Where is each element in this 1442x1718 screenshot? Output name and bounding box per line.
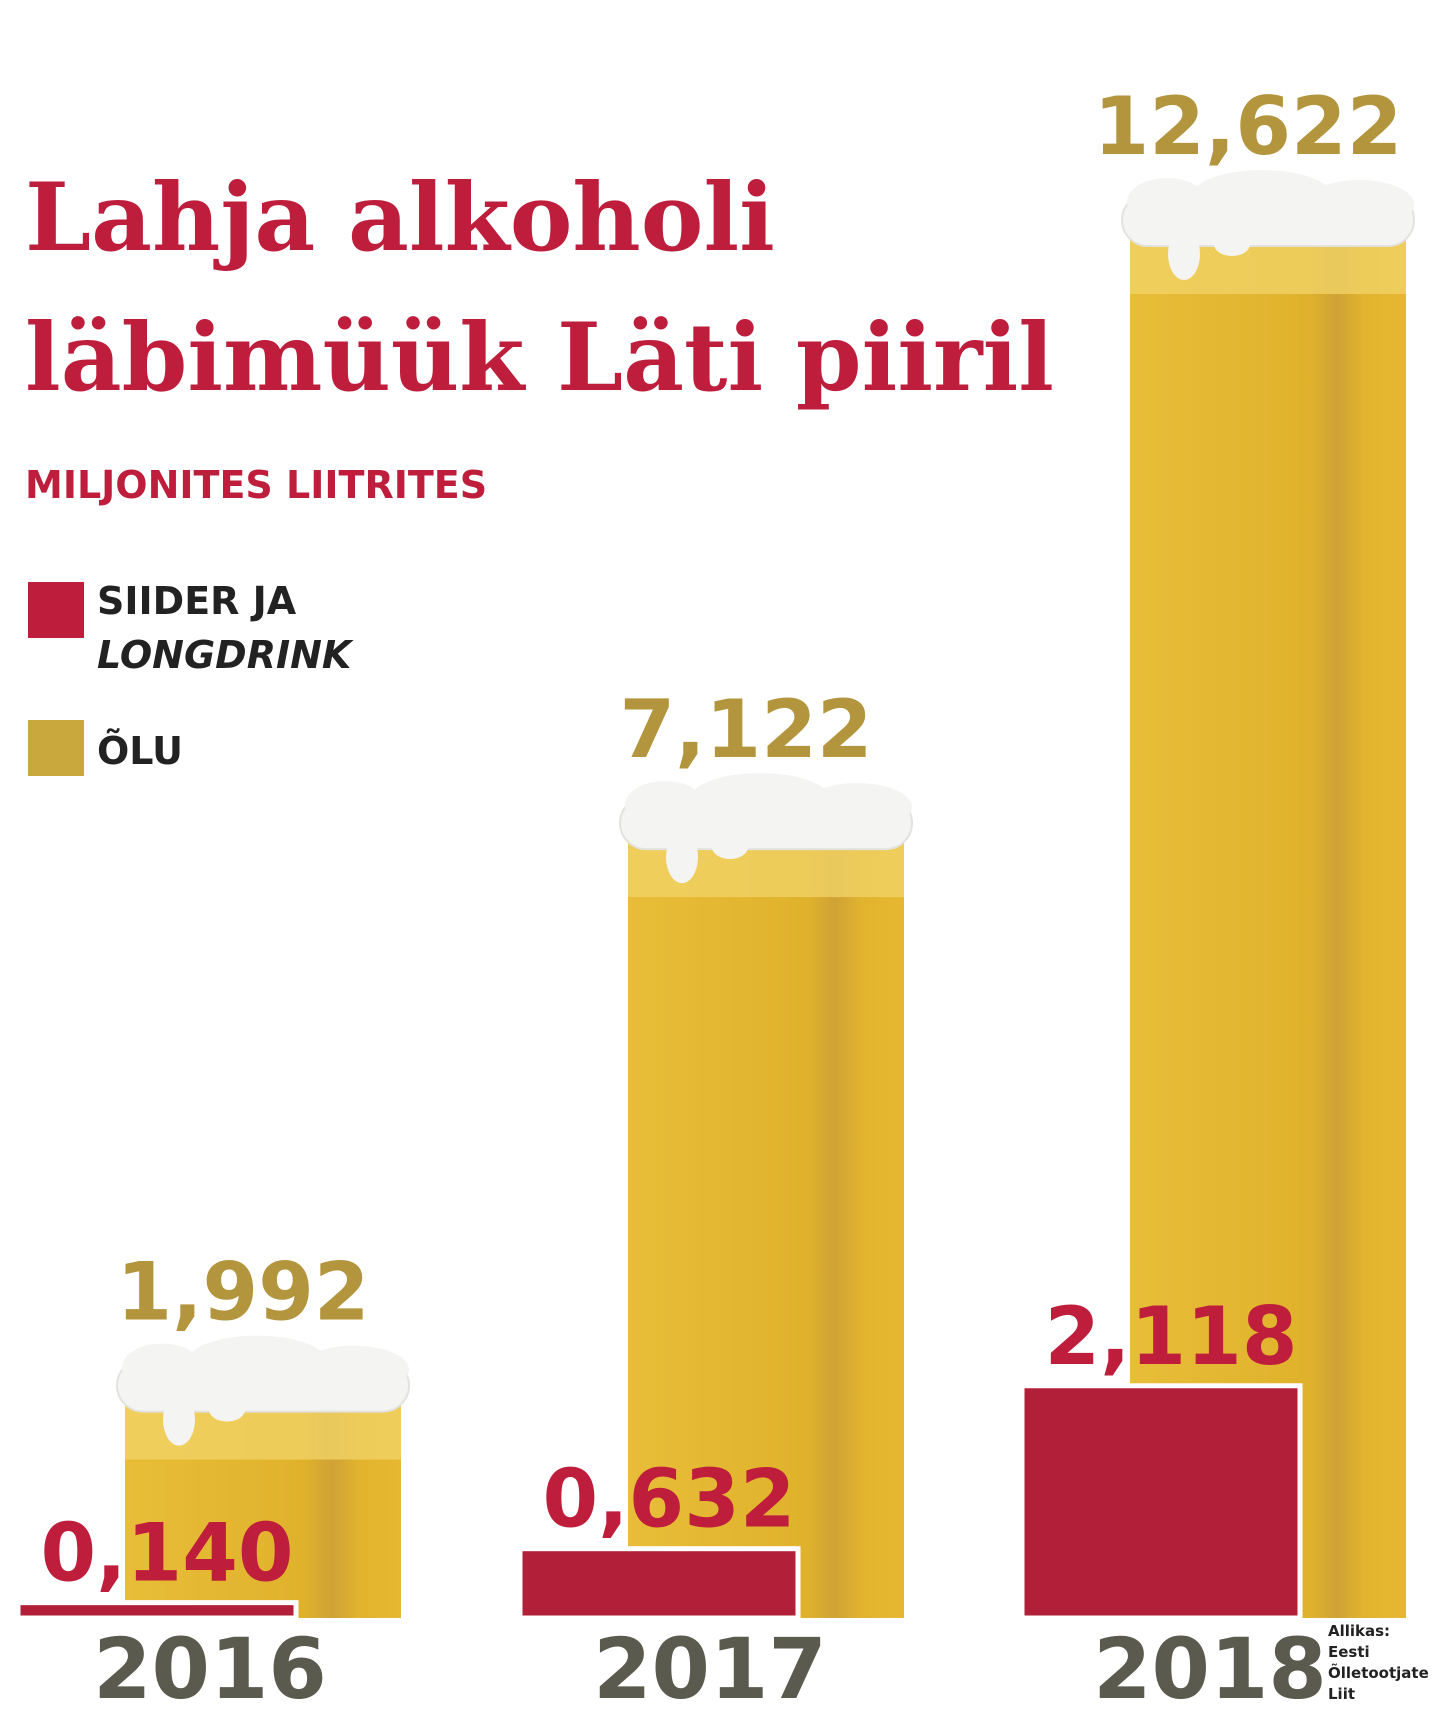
cider-value-label-2018: 2,118 [1044, 1290, 1297, 1383]
source-line-3: Õlletootjate [1328, 1663, 1429, 1682]
bar-group-2017: 7,122 0,632 2017 [517, 683, 913, 1718]
cider-bar-2017 [517, 1546, 801, 1621]
year-label-2016: 2016 [93, 1620, 327, 1718]
legend-label-cider-line1: SIIDER JA [97, 579, 297, 623]
legend-label-beer: ÕLU [97, 729, 183, 773]
cider-bar-2016 [15, 1600, 299, 1621]
chart-title-line1: Lahja alkoholi [25, 163, 775, 273]
source-note: Allikas: Eesti Õlletootjate Liit [1328, 1622, 1429, 1703]
source-line-2: Eesti [1328, 1643, 1370, 1661]
year-label-2018: 2018 [1093, 1620, 1327, 1718]
cider-value-label-2017: 0,632 [542, 1453, 795, 1546]
bars-layer: 1,992 0,140 2016 7,122 0,632 2017 12,622 2,118 2… [15, 80, 1415, 1718]
cider-bar-2018 [1019, 1383, 1303, 1621]
chart-title-line2: läbimüük Läti piiril [25, 303, 1054, 413]
beer-value-label-2017: 7,122 [619, 683, 872, 776]
beer-foam-2018 [1121, 170, 1415, 280]
chart-subtitle: MILJONITES LIITRITES [25, 463, 487, 507]
beer-value-label-2016: 1,992 [116, 1246, 369, 1339]
beer-foam-2016 [116, 1335, 410, 1446]
year-label-2017: 2017 [593, 1620, 827, 1718]
legend-label-cider-line2: LONGDRINK [97, 633, 354, 677]
source-line-4: Liit [1328, 1685, 1355, 1703]
beer-foam-2017 [619, 773, 913, 884]
beer-bar-2017 [628, 837, 904, 1618]
legend-swatch-cider [28, 582, 84, 638]
bar-group-2018: 12,622 2,118 2018 [1019, 80, 1415, 1718]
legend: SIIDER JA LONGDRINK ÕLU [28, 579, 354, 776]
source-line-1: Allikas: [1328, 1622, 1390, 1640]
beer-value-label-2018: 12,622 [1094, 80, 1403, 173]
cider-value-label-2016: 0,140 [40, 1507, 293, 1600]
bar-group-2016: 1,992 0,140 2016 [15, 1246, 410, 1718]
legend-swatch-beer [28, 720, 84, 776]
